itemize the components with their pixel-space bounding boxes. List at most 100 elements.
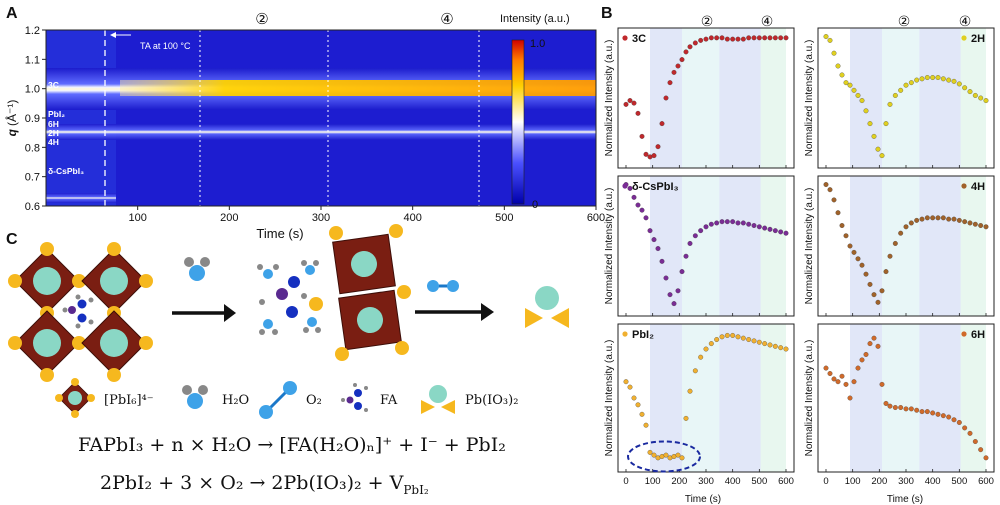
data-point	[863, 271, 869, 277]
x-tick-label: 400	[725, 476, 741, 487]
stage-shading	[882, 324, 920, 472]
stage-shading	[719, 324, 761, 472]
data-point	[827, 187, 833, 193]
data-point	[919, 76, 925, 82]
data-point	[730, 219, 736, 225]
data-point	[887, 403, 893, 409]
y-tick-label: 0.7	[25, 172, 40, 184]
data-point	[783, 230, 789, 236]
data-point	[623, 379, 629, 385]
data-point	[843, 381, 849, 387]
data-point	[978, 95, 984, 101]
iodide-atom	[107, 242, 121, 256]
data-point	[892, 240, 898, 246]
data-point	[778, 345, 784, 351]
panel-b-x-label-right: Time (s)	[887, 494, 923, 505]
data-point	[962, 425, 968, 431]
data-point	[843, 80, 849, 86]
data-point	[762, 341, 768, 347]
data-point	[972, 92, 978, 98]
pb-atom	[100, 267, 128, 295]
panel-b-plots: 3C Normalized Intensity (a.u.) 2H Normalize…	[604, 27, 995, 487]
data-point	[631, 194, 637, 200]
data-point	[863, 108, 869, 114]
data-point	[631, 100, 637, 106]
data-point	[735, 36, 741, 42]
legend-water-icon	[182, 385, 208, 409]
data-point	[647, 228, 653, 234]
data-point	[679, 269, 685, 275]
data-point	[967, 89, 973, 95]
data-point	[631, 395, 637, 401]
x-tick-label: 100	[128, 212, 146, 224]
data-point	[883, 400, 889, 406]
data-point	[627, 98, 633, 104]
data-point	[643, 151, 649, 157]
data-point	[675, 63, 681, 69]
data-point	[746, 337, 752, 342]
data-point	[635, 110, 641, 116]
data-point	[908, 80, 914, 86]
legend-fa-icon	[341, 383, 368, 412]
data-point	[714, 35, 720, 41]
stage-shading	[719, 176, 761, 316]
pb-io3-product	[525, 286, 569, 328]
x-tick-label: 500	[751, 476, 767, 487]
data-point	[851, 249, 857, 255]
band-6h	[46, 124, 596, 140]
data-point	[908, 406, 914, 412]
panel-a-y-label: q (Å⁻¹)	[4, 100, 19, 137]
data-point	[692, 368, 698, 374]
panel-b-x-label-left: Time (s)	[685, 494, 721, 505]
legend-oxygen-icon	[259, 381, 297, 419]
perovskite-lattice	[8, 242, 153, 382]
data-point	[867, 281, 873, 287]
data-point	[671, 301, 677, 307]
band-3c-core	[120, 80, 596, 96]
data-point	[687, 240, 693, 246]
data-point	[719, 35, 725, 41]
x-tick-label: 600	[778, 476, 794, 487]
y-tick-label: 0.8	[25, 142, 40, 154]
data-point	[683, 253, 689, 259]
legend-product-label: Pb(IO₃)₂	[465, 393, 518, 408]
data-point	[887, 253, 893, 259]
data-point	[956, 217, 962, 223]
data-point	[671, 69, 677, 75]
y-tick-label: 0.9	[25, 113, 40, 125]
data-point	[940, 413, 946, 419]
data-point	[714, 337, 720, 342]
iodide-atom	[139, 336, 153, 350]
data-point	[831, 50, 837, 56]
data-point	[875, 146, 881, 152]
data-point	[831, 376, 837, 382]
panel-a-x-ticks: 100 200 300 400 500 600	[128, 206, 605, 224]
phase-label-6h: 6H	[48, 119, 59, 129]
stage-shading	[682, 176, 720, 316]
data-point	[778, 229, 784, 235]
data-point	[924, 409, 930, 415]
data-point	[687, 388, 693, 394]
data-point	[772, 35, 778, 41]
data-point	[659, 121, 665, 127]
data-point	[635, 202, 641, 208]
panel-label-b: B	[601, 5, 613, 22]
data-point	[655, 246, 661, 252]
stage-shading	[850, 324, 882, 472]
legend-marker	[961, 331, 967, 337]
ta-annotation: TA at 100 °C	[140, 41, 191, 51]
data-point	[751, 223, 757, 228]
data-point	[756, 35, 762, 41]
data-point	[924, 215, 930, 221]
data-point	[946, 414, 952, 420]
panel-label-c: C	[6, 231, 18, 248]
subplot-4: 4H Normalized Intensity (a.u.)	[804, 175, 995, 317]
x-tick-label: 300	[698, 476, 714, 487]
data-point	[823, 34, 829, 40]
stage-shading	[682, 28, 720, 168]
data-point	[935, 411, 941, 417]
data-point	[772, 343, 778, 349]
series-name: 2H	[971, 33, 985, 45]
stage-shading	[960, 324, 986, 472]
data-point	[875, 343, 881, 349]
